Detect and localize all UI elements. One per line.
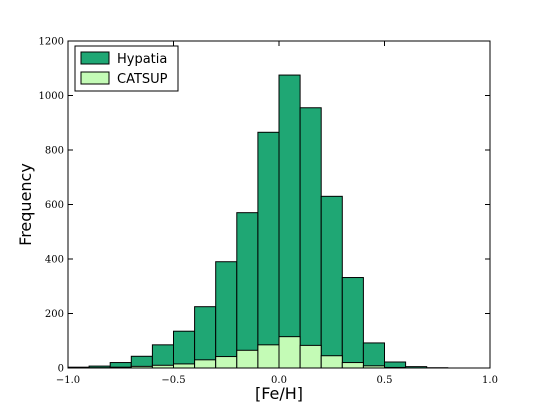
hypatia-bar	[173, 330, 196, 369]
y-tick-label: 1200	[39, 37, 64, 48]
hypatia-bar	[236, 212, 259, 369]
catsup-bar	[320, 355, 343, 369]
hypatia-bar	[278, 74, 301, 369]
legend-swatch	[80, 51, 110, 65]
catsup-bar	[236, 349, 259, 369]
x-tick-label: −1.0	[56, 375, 80, 386]
hypatia-bar	[299, 107, 322, 369]
hypatia-bars	[67, 74, 449, 369]
x-tick-label: 1.0	[482, 375, 498, 386]
catsup-bar	[173, 363, 196, 369]
hypatia-bar	[257, 131, 280, 369]
y-tick-label: 1000	[39, 91, 64, 102]
y-axis-label: Frequency	[16, 163, 35, 246]
catsup-bar	[299, 344, 322, 369]
catsup-bar	[278, 336, 301, 369]
legend: Hypatia CATSUP	[74, 45, 179, 92]
catsup-bar	[341, 362, 364, 369]
legend-entry: Hypatia	[117, 52, 167, 67]
axis-tick-labels: −1.0 −0.5 0.0 0.5 1.0 0 200 400 600 800 1000 1200	[39, 37, 498, 387]
hypatia-bar	[151, 344, 174, 369]
y-tick-label: 400	[45, 255, 64, 266]
x-axis-label: [Fe/H]	[255, 384, 303, 403]
y-tick-label: 600	[45, 200, 64, 211]
y-tick-label: 0	[58, 364, 64, 375]
x-tick-label: 0.0	[271, 375, 287, 386]
hypatia-bar	[320, 195, 343, 369]
y-tick-label: 200	[45, 309, 64, 320]
catsup-bar	[194, 359, 217, 369]
catsup-bar	[215, 356, 238, 369]
catsup-bar	[257, 344, 280, 369]
hypatia-bar	[362, 342, 385, 369]
hypatia-bar	[194, 306, 217, 369]
x-tick-label: −0.5	[161, 375, 185, 386]
y-tick-label: 800	[45, 146, 64, 157]
hypatia-bar	[341, 277, 364, 369]
hypatia-bar	[215, 261, 238, 369]
x-tick-label: 0.5	[377, 375, 393, 386]
legend-entry: CATSUP	[117, 72, 168, 87]
legend-swatch	[80, 71, 110, 85]
axis-ticks	[67, 40, 491, 369]
